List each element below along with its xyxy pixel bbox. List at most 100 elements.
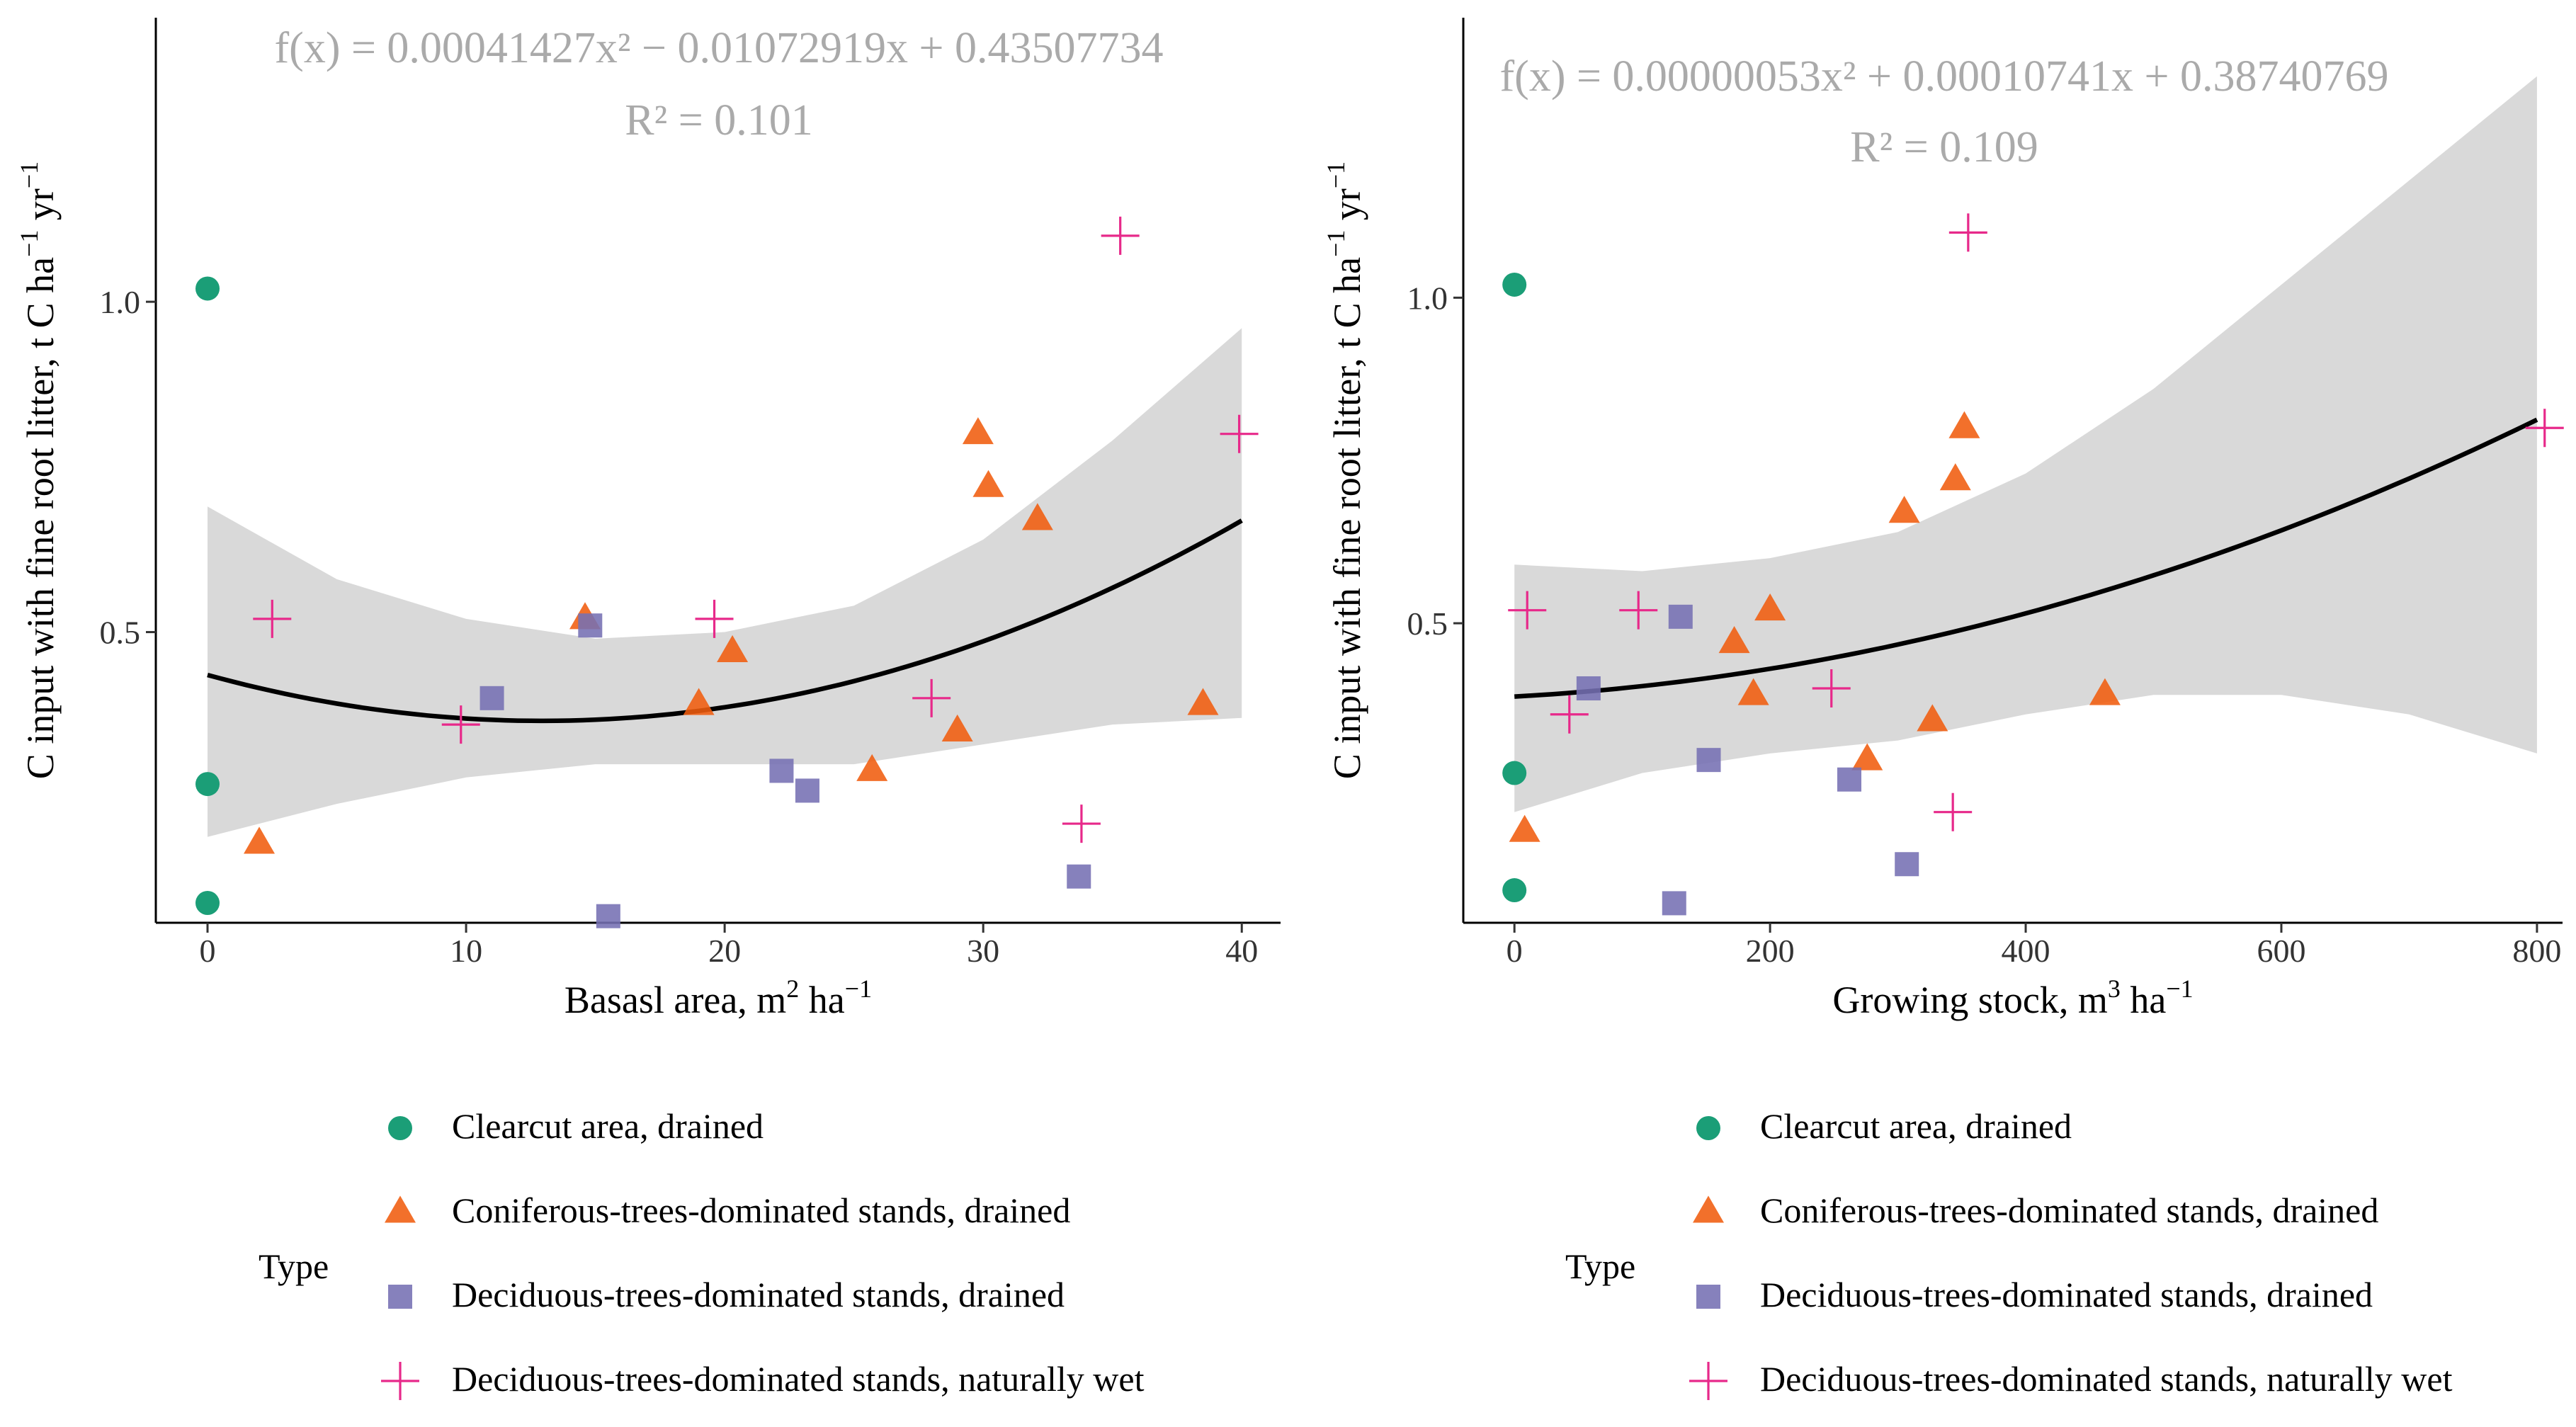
x-tick-label: 600 [2257,933,2305,969]
data-point [683,688,715,715]
series-circle [195,276,220,916]
x-axis-label-sup: −1 [2166,974,2193,1003]
data-point [1502,761,1527,785]
data-point [795,778,819,803]
y-axis-label-sup: −1 [15,161,43,188]
x-tick-label: 40 [1225,933,1258,969]
data-point [1948,411,1980,438]
fit-curve [1514,417,2538,699]
x-tick-label: 0 [200,933,216,969]
legend-key-circle [1696,1116,1720,1140]
y-axis-label-unit: yr [19,188,62,230]
x-tick-label: 20 [708,933,741,969]
y-axis-label-sup: −1 [1322,230,1350,257]
legend-item: Coniferous-trees-dominated stands, drain… [385,1190,1070,1230]
data-point [1754,593,1786,621]
data-point [1895,852,1919,877]
data-point [856,754,888,781]
data-point [1948,213,1987,252]
data-point [1187,688,1219,715]
y-axis-label-main: C input with fine root litter, t C ha [19,257,62,779]
data-point [441,705,480,744]
data-point [1851,743,1883,771]
data-point [1718,626,1750,654]
data-point [1508,591,1547,630]
x-axis-label-main: Basasl area, m [564,979,786,1021]
data-point [1062,805,1101,843]
data-point [1021,503,1053,530]
legend-label: Deciduous-trees-dominated stands, natura… [1760,1359,2453,1399]
x-tick-label: 0 [1507,933,1523,969]
legend-key-plus [381,1362,419,1400]
series-square [480,613,1091,928]
y-axis-label-unit: yr [1326,188,1368,230]
y-tick-label: 0.5 [100,615,141,651]
r-squared: R² = 0.109 [1850,123,2038,171]
series-square [1576,604,1919,916]
data-point [578,613,603,638]
legend-label: Clearcut area, drained [452,1106,764,1146]
y-axis-label-sup: −1 [1322,161,1350,188]
legend-label: Deciduous-trees-dominated stands, draine… [452,1275,1065,1314]
legend-key-square [388,1285,412,1309]
x-axis-label-unit: ha [2121,979,2167,1021]
data-point [1888,496,1920,523]
series-triangle [1509,411,2121,842]
data-point [941,714,973,741]
y-tick-label: 1.0 [100,284,141,320]
legend-key-circle [388,1116,412,1140]
data-point [1502,878,1527,903]
right-legend: Type Clearcut area, drained Coniferous-tre… [1565,1106,2453,1400]
x-axis-label: Growing stock, m3 ha−1 [1832,974,2193,1021]
data-point [195,276,220,301]
x-tick-label: 10 [450,933,482,969]
right-panel-growing-stock: 0 200 400 600 800 0.5 1.0 f(x) = 0.00000053x² +… [1322,18,2564,1021]
data-point [1550,695,1589,734]
data-point [1619,591,1658,630]
fit-curve [207,518,1243,724]
legend-label: Clearcut area, drained [1760,1106,2072,1146]
data-point [1662,891,1686,916]
legend-key-plus [1689,1362,1727,1400]
data-point [1668,604,1693,629]
data-point [1220,414,1259,453]
data-point [1502,272,1527,297]
y-tick-label: 1.0 [1407,280,1448,316]
data-point [1939,463,1971,491]
y-tick-label: 0.5 [1407,606,1448,642]
x-tick-label: 30 [967,933,999,969]
series-circle [1502,272,1527,903]
x-axis-label-unit: ha [799,979,845,1021]
series-plus [1508,213,2564,831]
data-point [596,904,620,928]
legend-label: Coniferous-trees-dominated stands, drain… [452,1190,1070,1230]
legend-title: Type [259,1246,329,1286]
legend-label: Coniferous-trees-dominated stands, drain… [1760,1190,2378,1230]
data-point [253,599,292,638]
x-axis-label-sup: 2 [786,974,799,1003]
legend-item: Clearcut area, drained [388,1106,764,1146]
x-axis-label-main: Growing stock, m [1832,979,2107,1021]
regression-equation: f(x) = 0.00000053x² + 0.00010741x + 0.38… [1500,52,2389,101]
data-point [1101,216,1140,255]
data-point [1812,669,1851,708]
y-axis-label-sup: −1 [15,230,43,257]
left-panel-basal-area: 0 10 20 30 40 0.5 1.0 f(x) = 0.00041427x² − 0.0… [15,18,1281,1021]
legend-label: Deciduous-trees-dominated stands, natura… [452,1359,1145,1399]
x-tick-label: 400 [2002,933,2050,969]
legend-item: Coniferous-trees-dominated stands, drain… [1693,1190,2378,1230]
confidence-band [1514,76,2537,812]
x-tick-label: 200 [1746,933,1795,969]
data-point [1934,792,1973,831]
data-point [195,772,220,797]
legend-item: Deciduous-trees-dominated stands, natura… [1689,1359,2453,1400]
y-axis-label: C input with fine root litter, t C ha−1 … [1322,161,1368,779]
legend-title: Type [1565,1246,1635,1286]
y-axis-label-main: C input with fine root litter, t C ha [1326,257,1368,779]
x-axis-label: Basasl area, m2 ha−1 [564,974,872,1021]
x-axis-label-sup: 3 [2108,974,2121,1003]
series-triangle [244,417,1219,854]
confidence-band [208,328,1242,837]
r-squared: R² = 0.101 [625,96,812,144]
